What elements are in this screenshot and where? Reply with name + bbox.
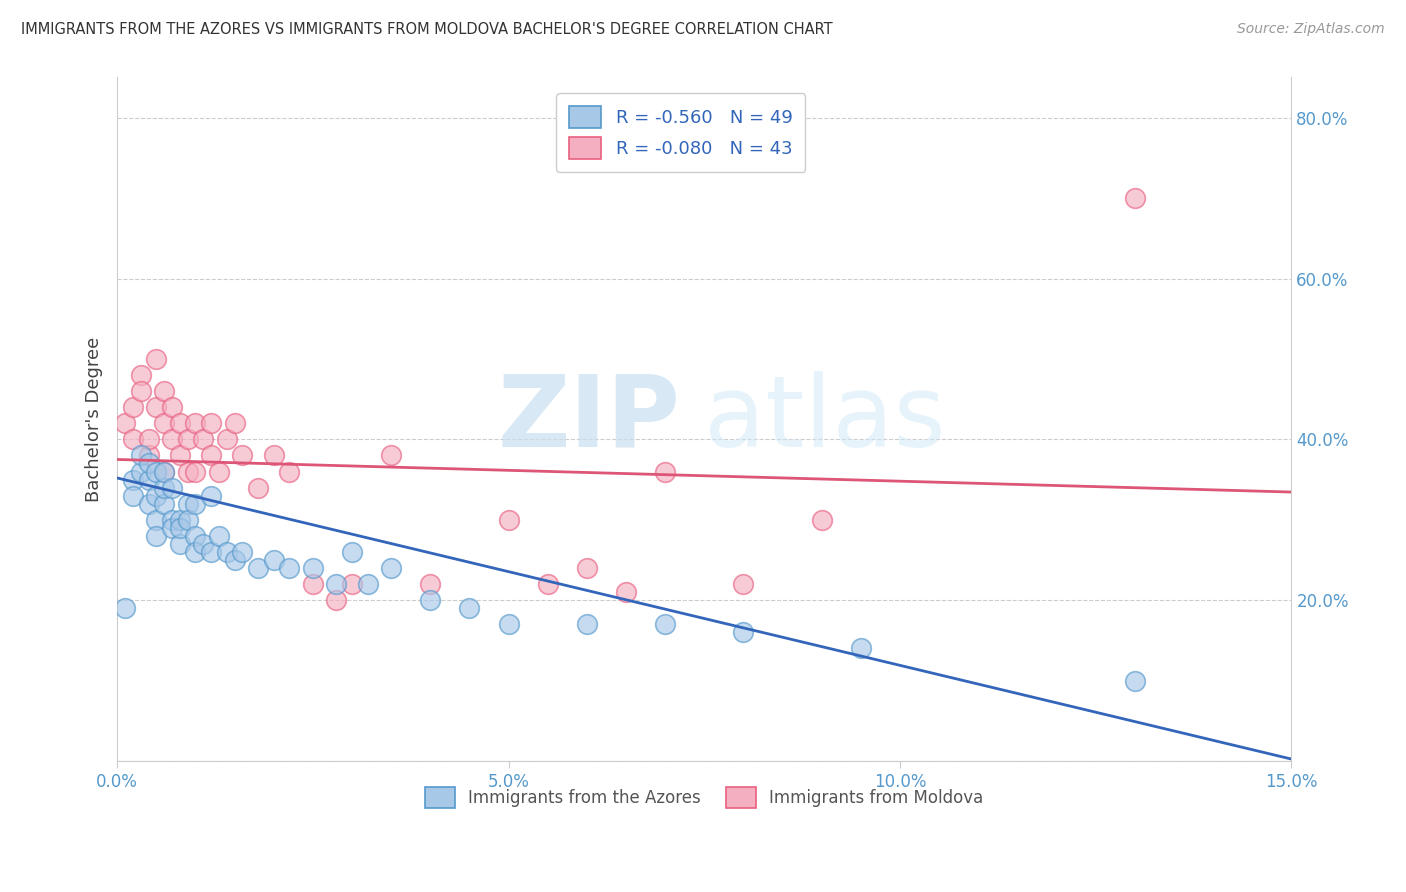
Point [176, 513, 198, 527]
Point [176, 465, 198, 479]
Point [114, 417, 136, 431]
Point [849, 641, 872, 656]
Point [153, 384, 176, 398]
Point [160, 400, 183, 414]
Point [169, 449, 191, 463]
Point [129, 368, 152, 382]
Point [498, 513, 520, 527]
Point [200, 449, 222, 463]
Point [1123, 191, 1146, 205]
Point [278, 561, 301, 575]
Point [458, 601, 481, 615]
Point [176, 433, 198, 447]
Point [138, 433, 160, 447]
Point [184, 545, 207, 559]
Point [247, 481, 270, 495]
Point [160, 481, 183, 495]
Point [121, 473, 143, 487]
Text: IMMIGRANTS FROM THE AZORES VS IMMIGRANTS FROM MOLDOVA BACHELOR'S DEGREE CORRELAT: IMMIGRANTS FROM THE AZORES VS IMMIGRANTS… [21, 22, 832, 37]
Point [121, 489, 143, 503]
Point [184, 529, 207, 543]
Point [733, 625, 755, 640]
Point [184, 417, 207, 431]
Point [575, 561, 598, 575]
Point [810, 513, 832, 527]
Point [302, 561, 325, 575]
Point [498, 617, 520, 632]
Point [160, 521, 183, 535]
Point [169, 521, 191, 535]
Point [129, 449, 152, 463]
Text: atlas: atlas [704, 371, 946, 467]
Point [138, 449, 160, 463]
Point [169, 417, 191, 431]
Point [302, 577, 325, 591]
Point [380, 449, 402, 463]
Point [138, 457, 160, 471]
Point [278, 465, 301, 479]
Point [138, 497, 160, 511]
Point [145, 489, 167, 503]
Point [200, 417, 222, 431]
Point [537, 577, 560, 591]
Point [114, 601, 136, 615]
Point [193, 433, 215, 447]
Point [340, 545, 363, 559]
Point [247, 561, 270, 575]
Point [654, 617, 676, 632]
Point [340, 577, 363, 591]
Point [153, 465, 176, 479]
Text: ZIP: ZIP [498, 371, 681, 467]
Point [325, 593, 347, 607]
Point [145, 529, 167, 543]
Point [224, 553, 246, 567]
Point [215, 433, 238, 447]
Point [153, 417, 176, 431]
Point [153, 497, 176, 511]
Point [263, 553, 285, 567]
Point [138, 473, 160, 487]
Point [153, 481, 176, 495]
Point [160, 433, 183, 447]
Point [263, 449, 285, 463]
Point [160, 513, 183, 527]
Point [357, 577, 380, 591]
Point [231, 449, 253, 463]
Point [121, 400, 143, 414]
Point [200, 545, 222, 559]
Point [654, 465, 676, 479]
Text: Source: ZipAtlas.com: Source: ZipAtlas.com [1237, 22, 1385, 37]
Point [208, 465, 231, 479]
Point [380, 561, 402, 575]
Point [1123, 673, 1146, 688]
Point [121, 433, 143, 447]
Point [176, 497, 198, 511]
Point [575, 617, 598, 632]
Point [145, 400, 167, 414]
Point [129, 384, 152, 398]
Y-axis label: Bachelor's Degree: Bachelor's Degree [86, 336, 103, 502]
Point [614, 585, 637, 599]
Point [208, 529, 231, 543]
Point [200, 489, 222, 503]
Point [184, 497, 207, 511]
Point [184, 465, 207, 479]
Point [169, 537, 191, 551]
Point [145, 351, 167, 366]
Point [419, 577, 441, 591]
Point [419, 593, 441, 607]
Point [169, 513, 191, 527]
Point [145, 513, 167, 527]
Point [224, 417, 246, 431]
Point [733, 577, 755, 591]
Point [325, 577, 347, 591]
Point [145, 465, 167, 479]
Point [193, 537, 215, 551]
Point [215, 545, 238, 559]
Point [129, 465, 152, 479]
Legend: Immigrants from the Azores, Immigrants from Moldova: Immigrants from the Azores, Immigrants f… [419, 780, 990, 814]
Point [231, 545, 253, 559]
Point [153, 465, 176, 479]
